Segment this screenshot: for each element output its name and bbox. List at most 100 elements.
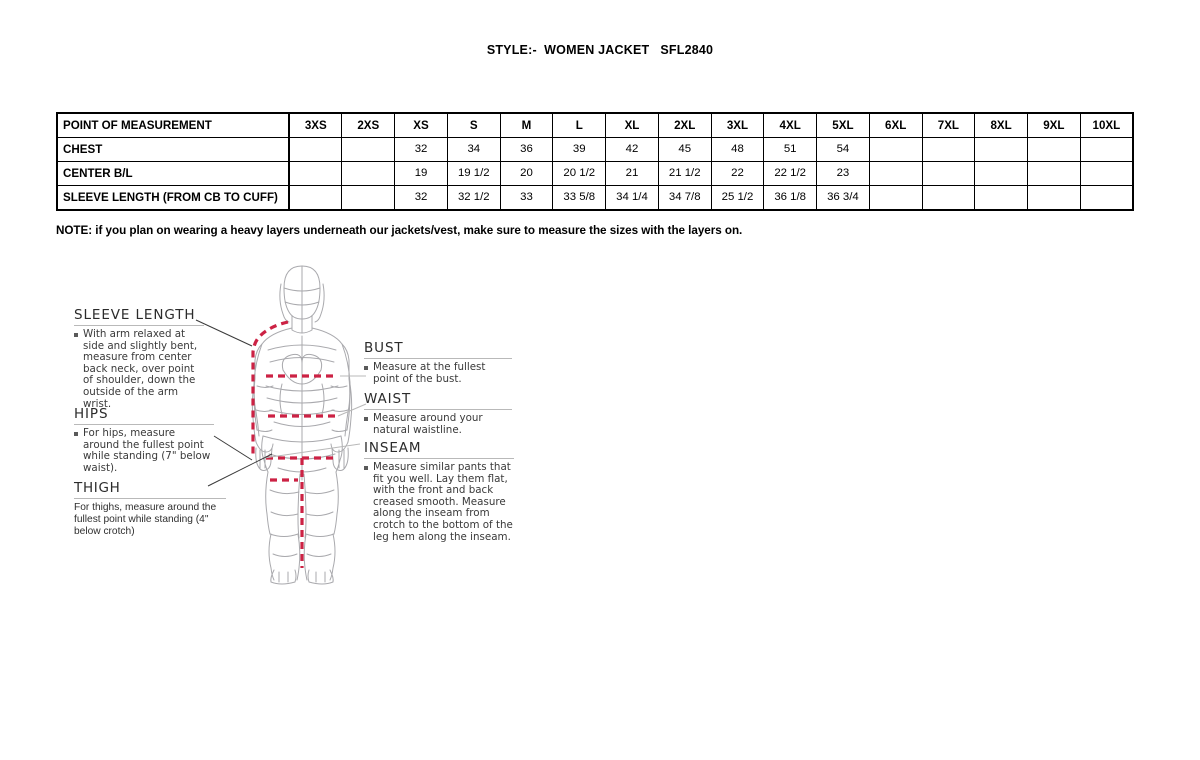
size-chart-table-container: POINT OF MEASUREMENT 3XS 2XS XS S M L XL…	[56, 112, 1134, 211]
column-header-3xl: 3XL	[710, 112, 765, 138]
cell-sleeve-7xl	[921, 185, 976, 211]
cell-chest-10xl	[1079, 137, 1134, 162]
size-chart-table: POINT OF MEASUREMENT 3XS 2XS XS S M L XL…	[56, 112, 1134, 211]
column-header-m: M	[499, 112, 554, 138]
cell-centerbl-7xl	[921, 161, 976, 186]
cell-sleeve-5xl: 36 3/4	[816, 185, 870, 211]
cell-chest-xs: 32	[394, 137, 448, 162]
cell-centerbl-m: 20	[499, 161, 554, 186]
page-title: STYLE:- WOMEN JACKET SFL2840	[486, 43, 714, 57]
annotation-waist: WAIST Measure around your natural waistl…	[364, 391, 512, 436]
cell-chest-2xs	[341, 137, 396, 162]
cell-centerbl-4xl: 22 1/2	[763, 161, 818, 186]
column-header-4xl: 4XL	[763, 112, 818, 138]
annotation-divider	[364, 358, 512, 359]
cell-sleeve-m: 33	[499, 185, 554, 211]
cell-centerbl-s: 19 1/2	[446, 161, 501, 186]
annotation-divider	[74, 498, 226, 499]
column-header-xl: XL	[605, 112, 659, 138]
cell-sleeve-2xl: 34 7/8	[657, 185, 712, 211]
cell-chest-8xl	[974, 137, 1028, 162]
cell-centerbl-9xl	[1026, 161, 1081, 186]
annotation-divider	[364, 458, 514, 459]
column-header-9xl: 9XL	[1026, 112, 1081, 138]
annotation-body-thigh: For thighs, measure around the fullest p…	[74, 502, 217, 537]
annotation-sleeve-length: SLEEVE LENGTH With arm relaxed at side a…	[74, 307, 204, 410]
cell-chest-xl: 42	[605, 137, 659, 162]
column-header-2xs: 2XS	[341, 112, 396, 138]
column-header-6xl: 6XL	[868, 112, 923, 138]
column-header-7xl: 7XL	[921, 112, 976, 138]
table-row: CHEST 32 34 36 39 42 45 48 51 54	[56, 137, 1134, 162]
cell-chest-l: 39	[552, 137, 607, 162]
cell-centerbl-l: 20 1/2	[552, 161, 607, 186]
annotation-title-inseam: INSEAM	[364, 440, 422, 456]
row-label-chest: CHEST	[56, 137, 291, 162]
cell-chest-4xl: 51	[763, 137, 818, 162]
column-header-point-of-measurement: POINT OF MEASUREMENT	[56, 112, 291, 138]
cell-chest-6xl	[868, 137, 923, 162]
column-header-8xl: 8XL	[974, 112, 1028, 138]
cell-centerbl-xl: 21	[605, 161, 659, 186]
annotation-title-hips: HIPS	[74, 406, 109, 422]
cell-chest-3xl: 48	[710, 137, 765, 162]
cell-centerbl-2xl: 21 1/2	[657, 161, 712, 186]
annotation-title-waist: WAIST	[364, 391, 412, 407]
column-header-10xl: 10XL	[1079, 112, 1134, 138]
column-header-3xs: 3XS	[288, 112, 343, 138]
annotation-divider	[364, 409, 512, 410]
annotation-divider	[74, 424, 214, 425]
note-text: NOTE: if you plan on wearing a heavy lay…	[56, 224, 743, 237]
annotation-title-bust: BUST	[364, 340, 404, 356]
cell-sleeve-s: 32 1/2	[446, 185, 501, 211]
annotation-hips: HIPS For hips, measure around the fulles…	[74, 406, 214, 474]
annotation-divider	[74, 325, 204, 326]
callout-leader-lines	[195, 319, 367, 487]
annotation-body-sleeve-length: With arm relaxed at side and slightly be…	[74, 328, 204, 410]
column-header-2xl: 2XL	[657, 112, 712, 138]
cell-centerbl-2xs	[341, 161, 396, 186]
annotation-body-waist: Measure around your natural waistline.	[364, 412, 512, 436]
cell-sleeve-4xl: 36 1/8	[763, 185, 818, 211]
cell-centerbl-6xl	[868, 161, 923, 186]
cell-centerbl-3xl: 22	[710, 161, 765, 186]
cell-sleeve-10xl	[1079, 185, 1134, 211]
cell-centerbl-5xl: 23	[816, 161, 870, 186]
annotation-body-bust: Measure at the fullest point of the bust…	[364, 361, 512, 385]
cell-chest-9xl	[1026, 137, 1081, 162]
cell-centerbl-8xl	[974, 161, 1028, 186]
cell-sleeve-3xs	[288, 185, 343, 211]
annotation-body-inseam: Measure similar pants that fit you well.…	[364, 461, 514, 543]
cell-sleeve-8xl	[974, 185, 1028, 211]
column-header-l: L	[552, 112, 607, 138]
column-header-xs: XS	[394, 112, 448, 138]
annotation-title-sleeve-length: SLEEVE LENGTH	[74, 307, 196, 323]
table-row: CENTER B/L 19 19 1/2 20 20 1/2 21 21 1/2…	[56, 161, 1134, 186]
cell-centerbl-3xs	[288, 161, 343, 186]
measurement-diagram: SLEEVE LENGTH With arm relaxed at side a…	[0, 258, 1200, 598]
cell-sleeve-l: 33 5/8	[552, 185, 607, 211]
cell-chest-m: 36	[499, 137, 554, 162]
column-header-s: S	[446, 112, 501, 138]
female-body-wireframe-figure	[251, 265, 353, 585]
cell-chest-s: 34	[446, 137, 501, 162]
annotation-bust: BUST Measure at the fullest point of the…	[364, 340, 512, 385]
annotation-title-thigh: THIGH	[74, 480, 121, 496]
column-header-5xl: 5XL	[816, 112, 870, 138]
row-label-sleeve-length: SLEEVE LENGTH (FROM CB TO CUFF)	[56, 185, 291, 211]
annotation-inseam: INSEAM Measure similar pants that fit yo…	[364, 440, 514, 543]
cell-chest-3xs	[288, 137, 343, 162]
cell-sleeve-6xl	[868, 185, 923, 211]
cell-sleeve-9xl	[1026, 185, 1081, 211]
row-label-center-bl: CENTER B/L	[56, 161, 291, 186]
cell-centerbl-10xl	[1079, 161, 1134, 186]
cell-chest-7xl	[921, 137, 976, 162]
cell-chest-2xl: 45	[657, 137, 712, 162]
table-row: SLEEVE LENGTH (FROM CB TO CUFF) 32 32 1/…	[56, 185, 1134, 211]
cell-sleeve-xl: 34 1/4	[605, 185, 659, 211]
table-header-row: POINT OF MEASUREMENT 3XS 2XS XS S M L XL…	[56, 112, 1134, 138]
cell-chest-5xl: 54	[816, 137, 870, 162]
annotation-thigh: THIGH For thighs, measure around the ful…	[74, 480, 226, 537]
annotation-body-hips: For hips, measure around the fullest poi…	[74, 427, 214, 474]
cell-sleeve-2xs	[341, 185, 396, 211]
